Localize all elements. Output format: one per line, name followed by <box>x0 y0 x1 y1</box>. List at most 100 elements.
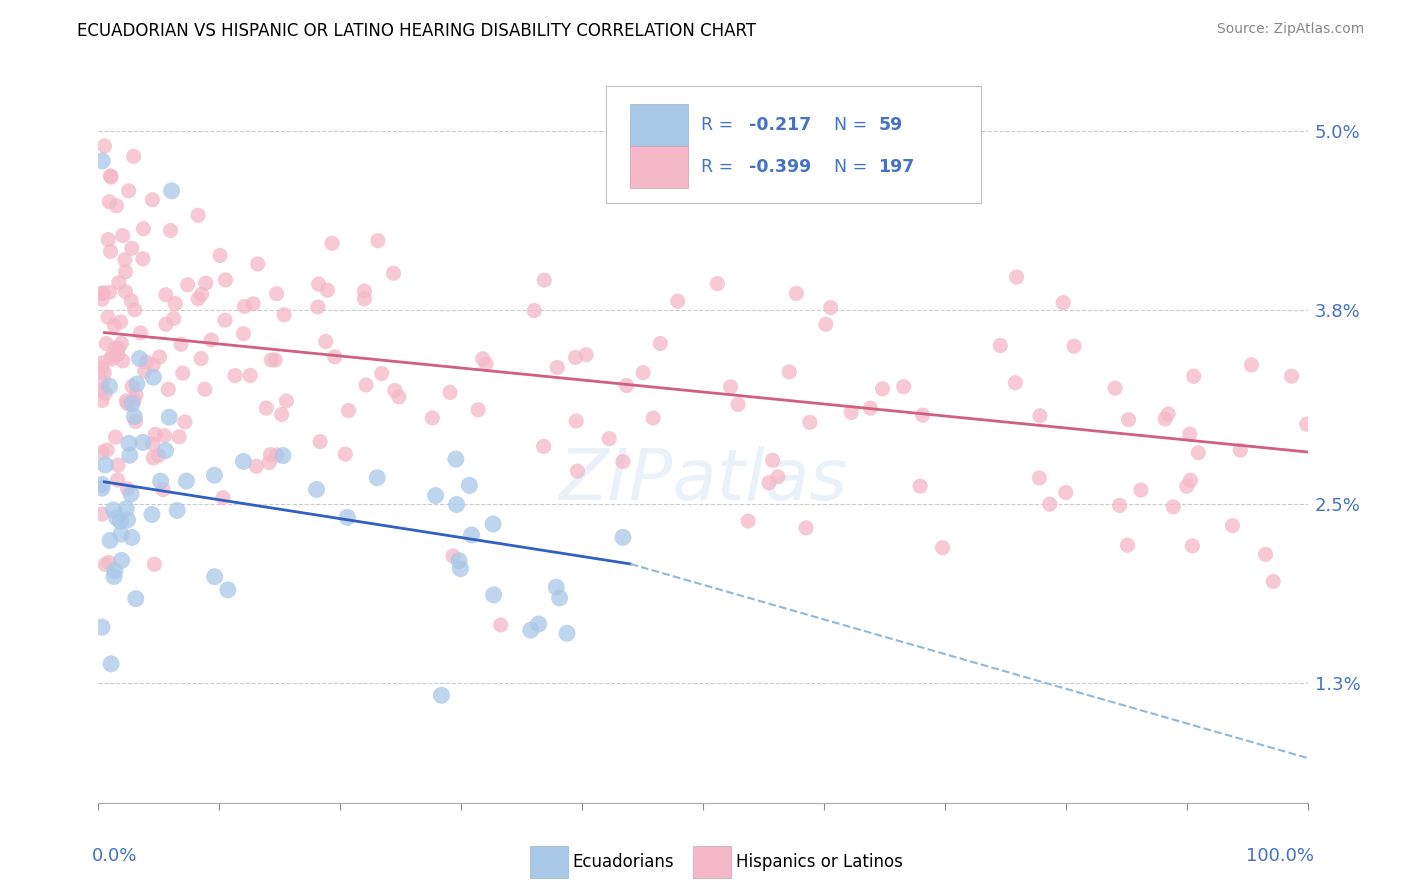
Point <box>616 378 638 392</box>
Point <box>1161 500 1184 514</box>
Point <box>100 170 122 185</box>
Point <box>110 514 132 528</box>
Text: ECUADORIAN VS HISPANIC OR LATINO HEARING DISABILITY CORRELATION CHART: ECUADORIAN VS HISPANIC OR LATINO HEARING… <box>77 22 756 40</box>
Point <box>631 366 654 380</box>
Point <box>458 478 481 492</box>
Point <box>125 591 148 606</box>
Point <box>157 383 180 397</box>
Point <box>449 554 471 568</box>
Point <box>91 481 114 495</box>
Point <box>1029 409 1052 423</box>
Point <box>533 439 555 453</box>
Point <box>118 436 141 450</box>
Point <box>159 223 181 237</box>
FancyBboxPatch shape <box>530 846 568 878</box>
Point <box>271 449 294 463</box>
Point <box>446 498 468 512</box>
Point <box>321 236 343 251</box>
Point <box>104 341 127 355</box>
Point <box>194 276 217 290</box>
Point <box>108 276 131 290</box>
Point <box>98 285 121 300</box>
Point <box>612 454 634 468</box>
Point <box>149 474 172 488</box>
Point <box>120 293 142 308</box>
Point <box>170 337 193 351</box>
Point <box>96 336 118 351</box>
Point <box>335 447 357 461</box>
Text: Source: ZipAtlas.com: Source: ZipAtlas.com <box>1216 22 1364 37</box>
Point <box>908 479 931 493</box>
Point <box>1187 446 1209 460</box>
Point <box>533 273 555 287</box>
Point <box>91 477 114 491</box>
Point <box>100 350 122 364</box>
Point <box>91 356 114 370</box>
Point <box>111 228 134 243</box>
Point <box>103 318 125 333</box>
Point <box>97 310 120 325</box>
Point <box>121 397 143 411</box>
Point <box>523 303 546 318</box>
Point <box>204 570 226 584</box>
Point <box>257 456 280 470</box>
Text: 0.0%: 0.0% <box>93 847 138 864</box>
Point <box>91 375 114 389</box>
Point <box>200 333 222 347</box>
Point <box>157 410 180 425</box>
Point <box>141 193 163 207</box>
Point <box>100 244 122 259</box>
Point <box>100 352 122 367</box>
Point <box>91 286 114 301</box>
Point <box>1222 518 1244 533</box>
Point <box>758 475 780 490</box>
FancyBboxPatch shape <box>693 846 731 878</box>
FancyBboxPatch shape <box>630 146 689 188</box>
Point <box>266 286 288 301</box>
Text: R =: R = <box>700 158 733 177</box>
Point <box>246 257 269 271</box>
Point <box>565 414 588 428</box>
Point <box>988 338 1011 352</box>
Point <box>239 368 262 383</box>
Point <box>132 435 155 450</box>
Point <box>872 382 894 396</box>
Point <box>555 626 578 640</box>
Point <box>98 533 121 548</box>
Point <box>143 558 166 572</box>
Point <box>155 443 177 458</box>
Point <box>260 353 283 368</box>
Point <box>132 221 155 235</box>
Point <box>353 292 375 306</box>
Point <box>141 508 163 522</box>
Point <box>142 358 165 372</box>
Point <box>564 351 586 365</box>
Point <box>98 194 121 209</box>
Point <box>354 378 377 392</box>
Point <box>124 302 146 317</box>
Point <box>548 591 571 605</box>
Point <box>91 507 114 521</box>
Point <box>242 297 264 311</box>
Point <box>110 527 132 541</box>
Point <box>143 427 166 442</box>
Point <box>650 336 672 351</box>
Text: 59: 59 <box>879 117 903 135</box>
Point <box>115 393 138 408</box>
Point <box>720 380 742 394</box>
Point <box>266 448 288 462</box>
Point <box>794 521 817 535</box>
Point <box>93 366 115 380</box>
Text: N =: N = <box>834 117 868 135</box>
Point <box>323 350 346 364</box>
Point <box>307 300 329 314</box>
Point <box>337 403 360 417</box>
Point <box>931 541 953 555</box>
Point <box>799 415 821 429</box>
Point <box>187 208 209 222</box>
Point <box>778 365 800 379</box>
Point <box>567 464 589 478</box>
Point <box>94 386 117 401</box>
Point <box>425 489 447 503</box>
Point <box>98 556 121 570</box>
